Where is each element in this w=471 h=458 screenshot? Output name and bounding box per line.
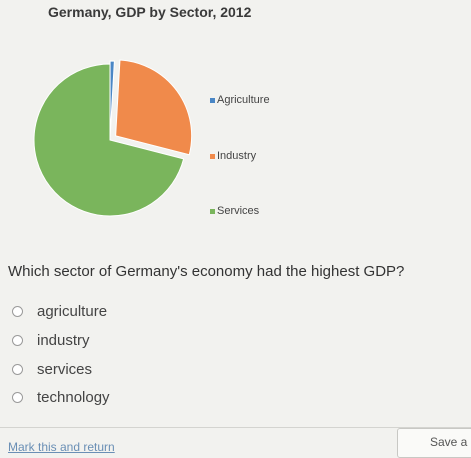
footer-divider [0,427,471,428]
legend-swatch-services [210,208,215,214]
radio-services[interactable] [12,364,23,375]
option-services[interactable]: services [12,361,92,378]
legend-label-industry: Industry [217,150,257,162]
pie-chart [33,59,193,217]
pie-slice-industry [115,59,193,156]
radio-industry[interactable] [12,335,23,346]
question-text: Which sector of Germany's economy had th… [8,263,405,280]
legend-swatch-industry [210,153,215,159]
option-label-agriculture: agriculture [37,303,108,320]
option-technology[interactable]: technology [12,389,110,406]
option-industry[interactable]: industry [12,332,90,349]
chart-title: Germany, GDP by Sector, 2012 [48,4,252,20]
save-button[interactable]: Save a [397,428,471,458]
legend-item-services: Services [210,205,259,217]
option-label-services: services [37,361,93,378]
legend-item-agriculture: Agriculture [210,94,270,106]
option-label-industry: industry [37,332,90,349]
pie-slice-agriculture [109,60,115,138]
legend-item-industry: Industry [210,150,256,162]
radio-technology[interactable] [12,392,23,403]
mark-and-return-link[interactable]: Mark this and return [8,440,115,454]
legend-label-agriculture: Agriculture [217,94,270,106]
legend-swatch-agriculture [210,97,215,103]
radio-agriculture[interactable] [12,306,23,317]
option-label-technology: technology [37,389,110,406]
option-agriculture[interactable]: agriculture [12,303,107,320]
pie-slice-services [33,63,185,217]
legend-label-services: Services [217,205,260,217]
